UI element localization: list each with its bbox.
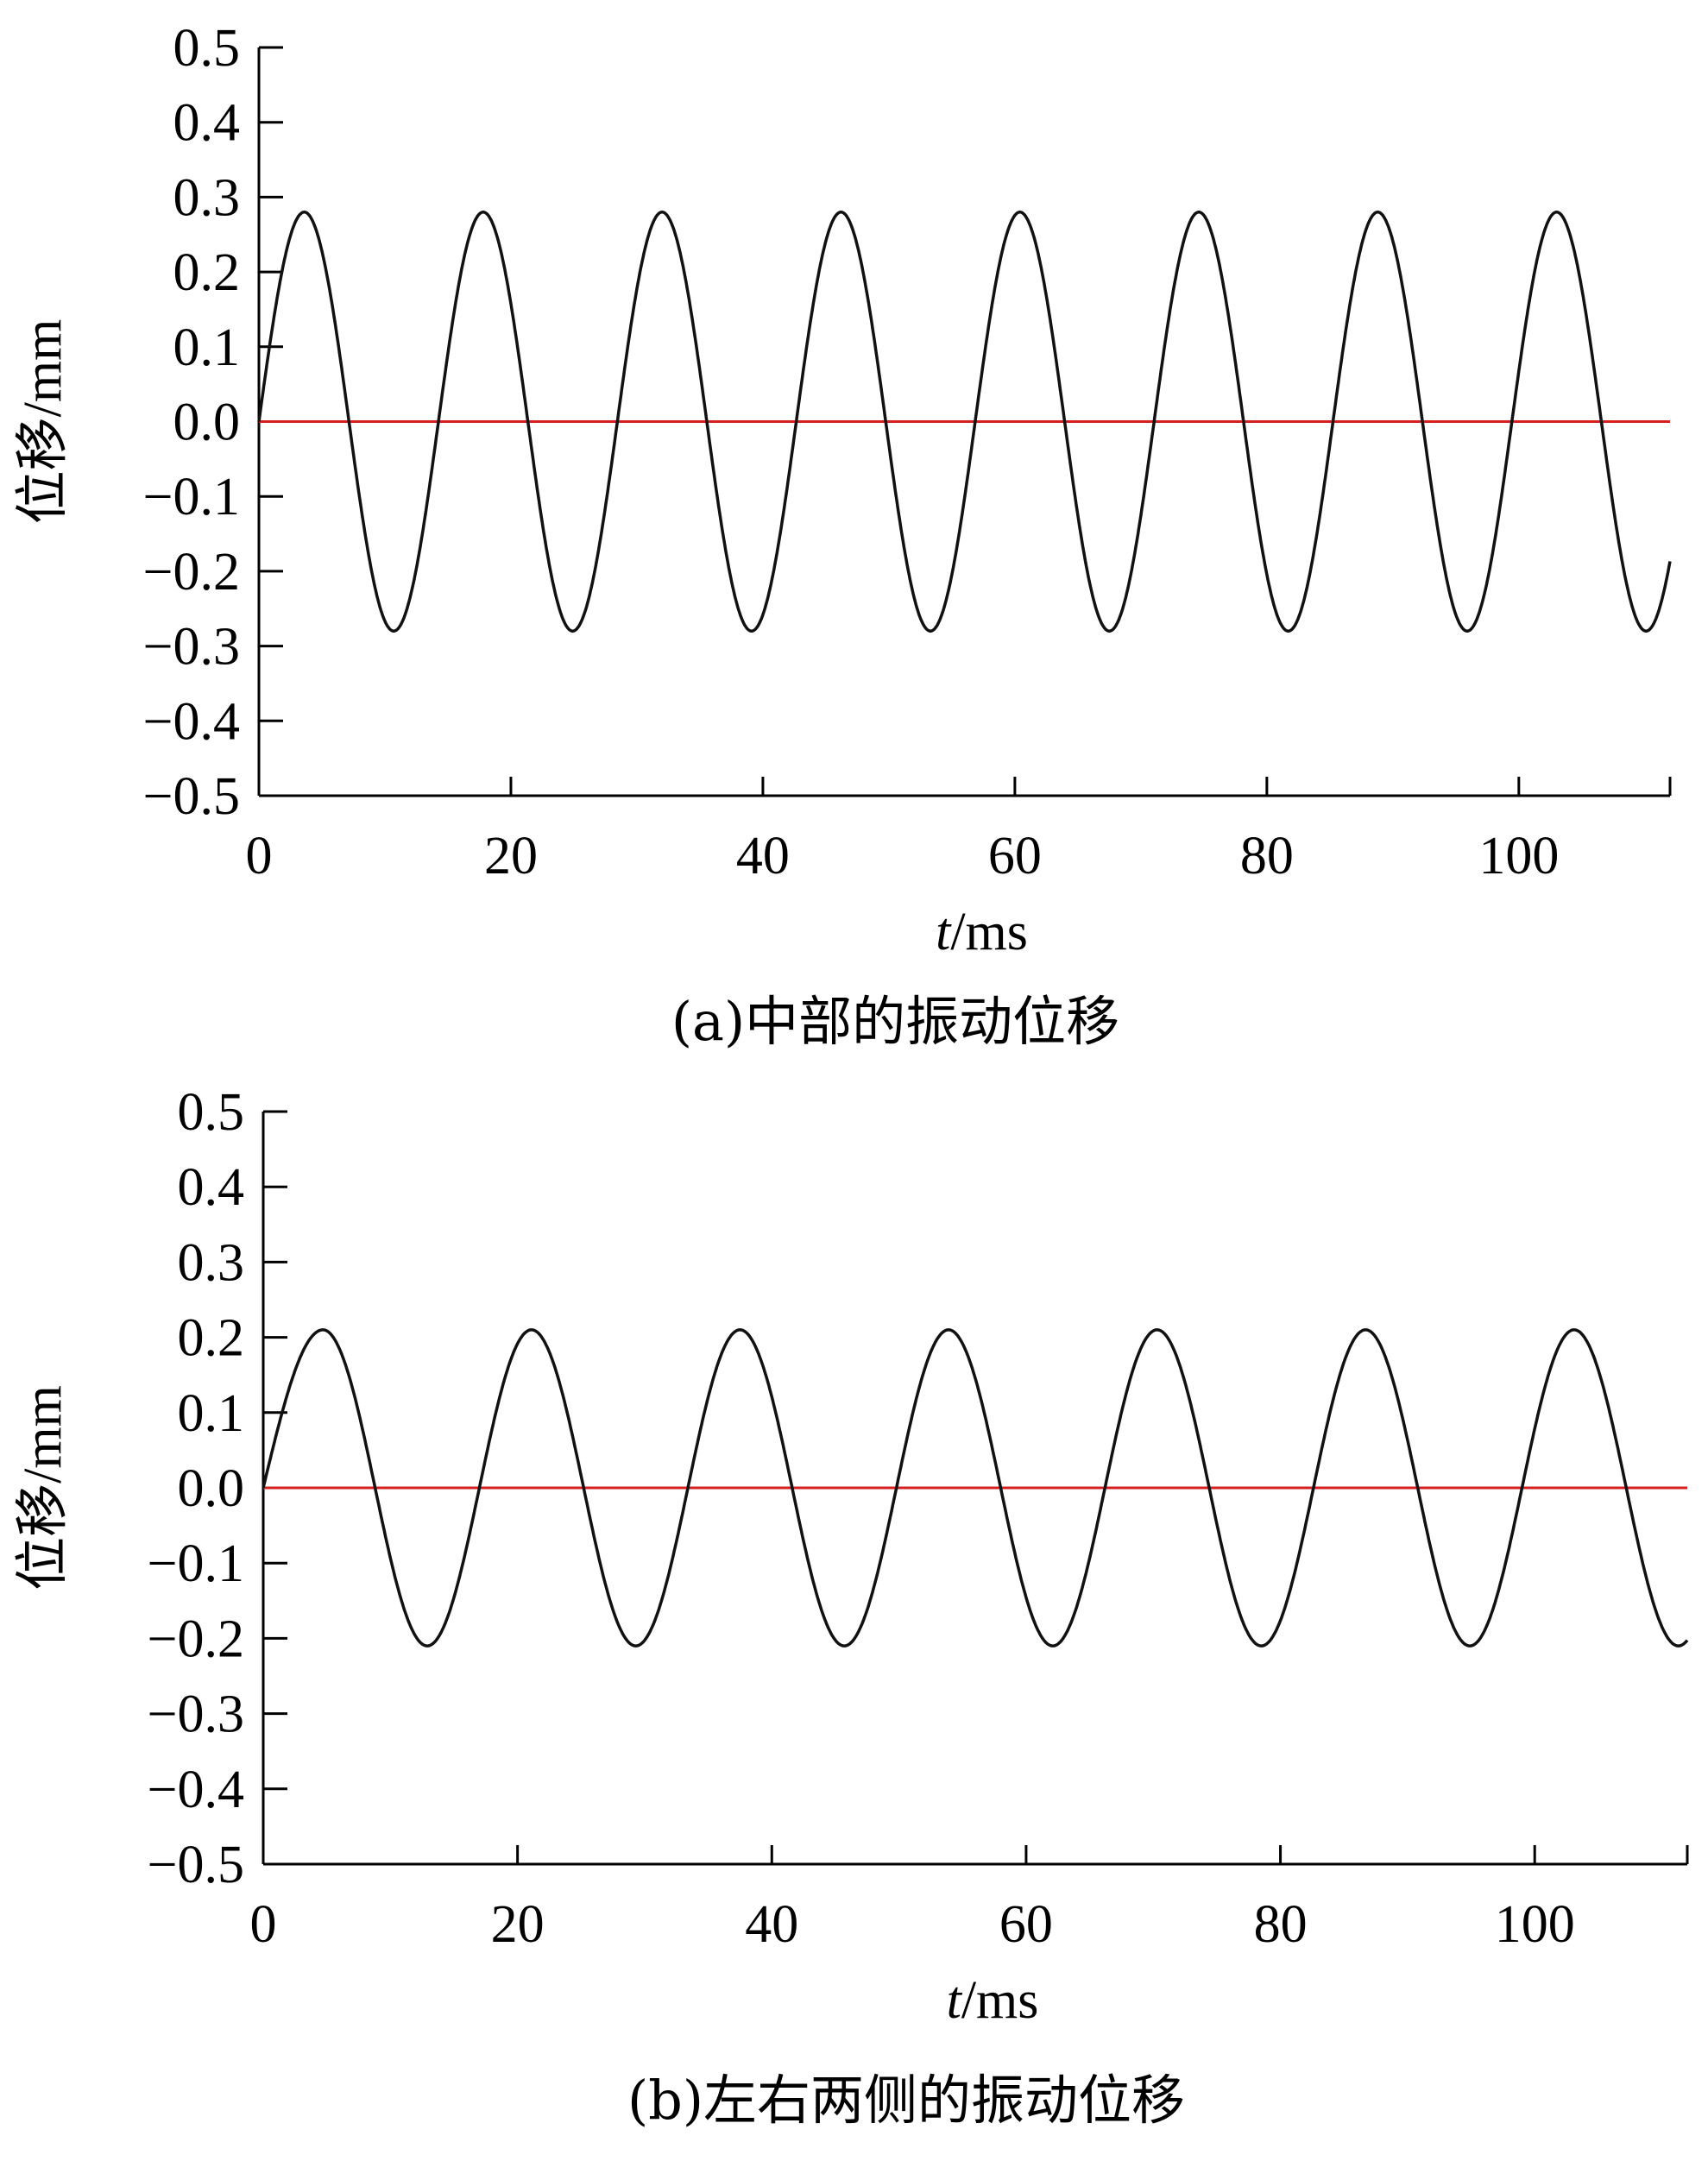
y-tick-label: 0.3 <box>178 1233 245 1292</box>
y-tick-label: 0.5 <box>178 1083 245 1142</box>
vibration-displacement-line <box>257 210 1672 633</box>
x-tick-label: 20 <box>484 827 538 885</box>
y-tick-label: −0.2 <box>143 543 240 602</box>
y-tick-label: 0.1 <box>173 318 241 377</box>
x-tick-label: 60 <box>988 827 1042 885</box>
y-tick-label: −0.2 <box>148 1610 244 1668</box>
y-tick-label: −0.4 <box>148 1761 244 1819</box>
y-tick-label: −0.5 <box>148 1836 244 1894</box>
y-tick-label: −0.3 <box>148 1685 244 1744</box>
y-tick-label: −0.1 <box>148 1534 244 1593</box>
figure-caption: (b)左右两侧的振动位移 <box>627 2069 1185 2132</box>
y-tick-label: 0.3 <box>173 168 241 227</box>
x-tick-label: 80 <box>1254 1895 1308 1954</box>
x-tick-label: 20 <box>491 1895 545 1954</box>
panel-b: 0.5 0.4 0.3 0.2 0.1 0.0 −0.1 −0.2 −0.3 −0.4 −0.50 2… <box>14 1083 1689 2132</box>
x-tick-label: 80 <box>1240 827 1294 885</box>
x-tick-label: 40 <box>745 1895 798 1954</box>
figure-caption: (a)中部的振动位移 <box>671 990 1119 1053</box>
y-axis-title: 位移/mm <box>14 1385 72 1591</box>
panel-a: 0.5 0.4 0.3 0.2 0.1 0.0 −0.1 −0.2 −0.3 −0.4 −0.50 2… <box>14 19 1672 1053</box>
y-tick-label: 0.5 <box>173 19 241 78</box>
y-axis-title: 位移/mm <box>14 319 72 525</box>
x-axis-title: t/ms <box>936 903 1028 961</box>
x-tick-label: 0 <box>246 827 273 885</box>
x-tick-label: 0 <box>250 1895 277 1954</box>
y-tick-label: 0.0 <box>173 394 241 452</box>
vibration-displacement-line <box>262 1328 1689 1648</box>
y-tick-label: 0.4 <box>173 94 241 153</box>
y-tick-label: 0.4 <box>178 1158 245 1217</box>
y-tick-label: 0.0 <box>178 1459 245 1518</box>
x-tick-label: 60 <box>999 1895 1053 1954</box>
y-tick-label: −0.1 <box>143 468 240 526</box>
y-tick-label: 0.2 <box>178 1309 245 1368</box>
y-tick-label: −0.4 <box>143 692 240 751</box>
x-tick-label: 100 <box>1478 827 1559 885</box>
x-tick-label: 40 <box>736 827 790 885</box>
y-tick-label: 0.1 <box>178 1384 245 1443</box>
y-tick-label: −0.5 <box>143 767 240 826</box>
x-tick-label: 100 <box>1495 1895 1575 1954</box>
y-tick-label: −0.3 <box>143 618 240 677</box>
x-axis-title: t/ms <box>947 1971 1039 2030</box>
y-tick-label: 0.2 <box>173 243 241 302</box>
